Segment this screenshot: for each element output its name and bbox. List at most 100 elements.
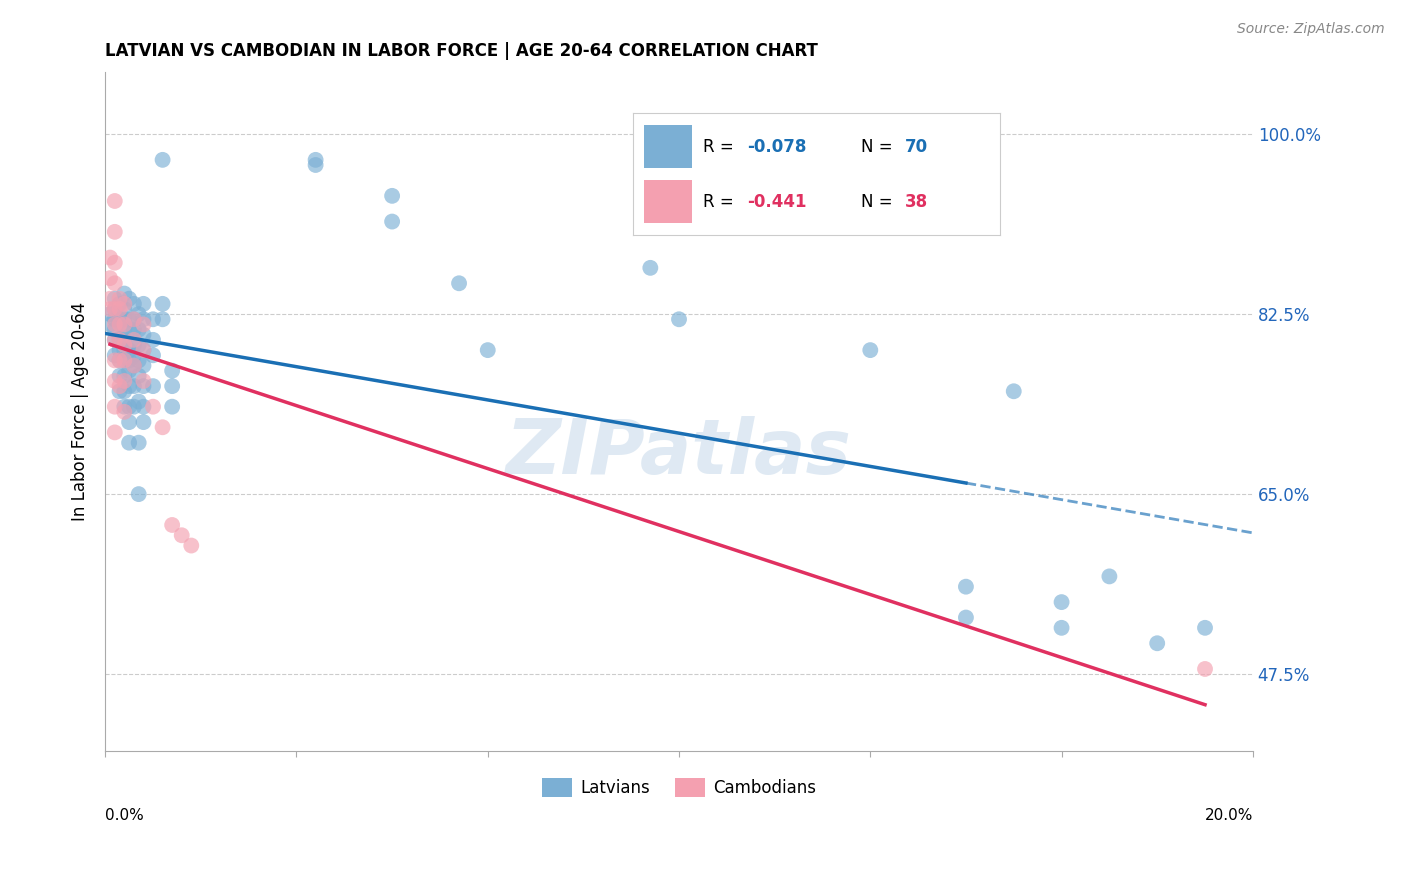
Point <box>744 147 766 161</box>
Point <box>132 343 155 358</box>
Point <box>98 271 121 285</box>
Point <box>122 322 145 336</box>
Point <box>142 379 165 393</box>
Point <box>118 322 141 336</box>
Point <box>108 297 131 311</box>
Point <box>132 343 155 358</box>
Point <box>1050 595 1073 609</box>
Point <box>118 379 141 393</box>
Point <box>132 359 155 373</box>
Point <box>122 297 145 311</box>
Point <box>108 312 131 326</box>
Point <box>449 277 471 291</box>
Point <box>152 312 174 326</box>
Point <box>160 518 183 533</box>
Point <box>104 194 127 208</box>
Point <box>112 353 135 368</box>
Point <box>170 528 193 542</box>
Point <box>128 307 150 321</box>
Point <box>132 400 155 414</box>
Point <box>142 333 165 347</box>
Point <box>118 353 141 368</box>
Point <box>132 297 155 311</box>
Point <box>104 318 127 332</box>
Point <box>122 338 145 352</box>
Point <box>955 580 977 594</box>
Point <box>108 333 131 347</box>
Point <box>1050 621 1073 635</box>
Point <box>118 364 141 378</box>
Text: 0.0%: 0.0% <box>105 808 143 822</box>
Point <box>477 343 499 358</box>
Point <box>1002 384 1025 399</box>
Point <box>118 312 141 326</box>
Point <box>112 400 135 414</box>
Point <box>112 286 135 301</box>
Point <box>112 343 135 358</box>
Point <box>98 292 121 306</box>
Point <box>112 312 135 326</box>
Point <box>108 343 131 358</box>
Point <box>104 312 127 326</box>
Point <box>108 318 131 332</box>
Point <box>132 415 155 429</box>
Point <box>955 610 977 624</box>
Point <box>112 405 135 419</box>
Point <box>1098 569 1121 583</box>
Y-axis label: In Labor Force | Age 20-64: In Labor Force | Age 20-64 <box>72 302 89 522</box>
Point <box>142 400 165 414</box>
Point <box>381 189 404 203</box>
Point <box>108 333 131 347</box>
Point <box>108 379 131 393</box>
Text: LATVIAN VS CAMBODIAN IN LABOR FORCE | AGE 20-64 CORRELATION CHART: LATVIAN VS CAMBODIAN IN LABOR FORCE | AG… <box>105 42 818 60</box>
Point <box>112 368 135 383</box>
Point <box>859 343 882 358</box>
Point <box>128 487 150 501</box>
Point <box>304 153 326 167</box>
Point <box>132 374 155 388</box>
Point <box>112 353 135 368</box>
Legend: Latvians, Cambodians: Latvians, Cambodians <box>536 772 823 804</box>
Point <box>128 394 150 409</box>
Point <box>112 318 135 332</box>
Point <box>122 379 145 393</box>
Point <box>112 384 135 399</box>
Point <box>118 415 141 429</box>
Point <box>132 327 155 342</box>
Point <box>160 379 183 393</box>
Point <box>98 251 121 265</box>
Point <box>128 353 150 368</box>
Point <box>112 374 135 388</box>
Point <box>104 374 127 388</box>
Point <box>1194 662 1216 676</box>
Point <box>1194 621 1216 635</box>
Text: 20.0%: 20.0% <box>1205 808 1253 822</box>
Point <box>112 297 135 311</box>
Point <box>122 312 145 326</box>
Point <box>132 379 155 393</box>
Point <box>128 368 150 383</box>
Point <box>108 368 131 383</box>
Point <box>142 312 165 326</box>
Point <box>112 301 135 316</box>
Point <box>104 322 127 336</box>
Point <box>160 364 183 378</box>
Point <box>104 348 127 362</box>
Point <box>640 260 662 275</box>
Point <box>122 359 145 373</box>
Point <box>104 425 127 440</box>
Point <box>118 343 141 358</box>
Text: Source: ZipAtlas.com: Source: ZipAtlas.com <box>1237 22 1385 37</box>
Point <box>108 318 131 332</box>
Point <box>668 312 690 326</box>
Point <box>152 297 174 311</box>
Point <box>104 277 127 291</box>
Point <box>128 322 150 336</box>
Point <box>128 435 150 450</box>
Point <box>98 307 121 321</box>
Point <box>108 301 131 316</box>
Point <box>132 312 155 326</box>
Point <box>142 348 165 362</box>
Point <box>112 338 135 352</box>
Point <box>108 353 131 368</box>
